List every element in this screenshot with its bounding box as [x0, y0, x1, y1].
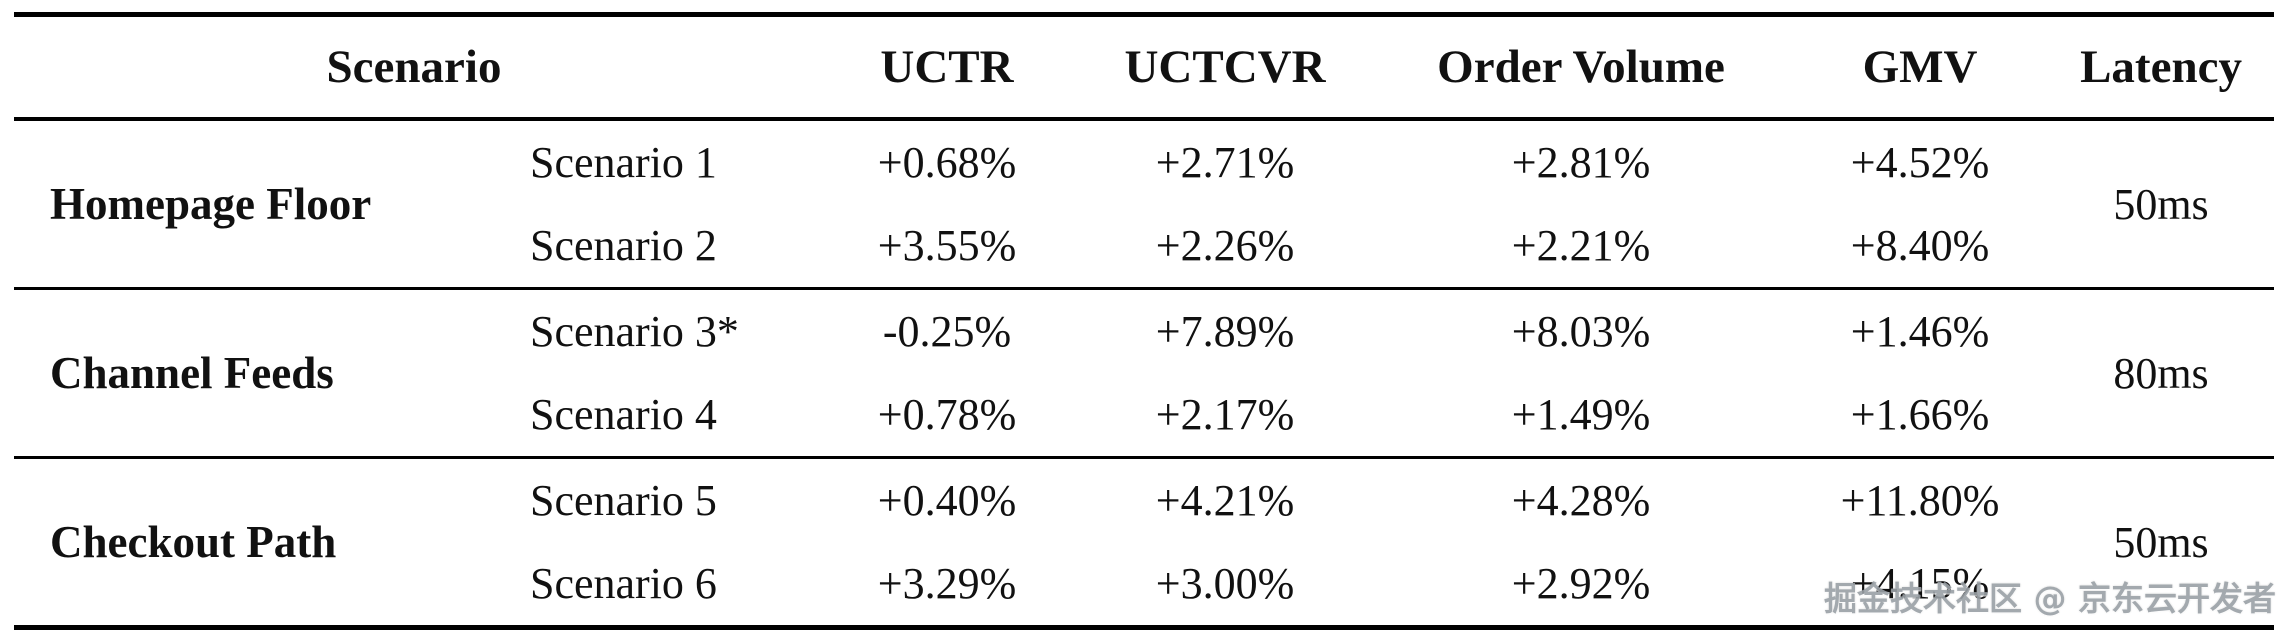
group-name-channel-feeds: Channel Feeds: [50, 348, 334, 398]
gmv-value: +1.46%: [1850, 307, 1990, 356]
scenario-label: Scenario 4: [530, 390, 717, 439]
group-name-homepage-floor: Homepage Floor: [50, 179, 372, 229]
table-row: Checkout Path Scenario 5 +0.40% +4.21% +…: [14, 457, 2275, 567]
uctcvr-value: +4.21%: [1155, 476, 1295, 525]
order-volume-value: +8.03%: [1511, 307, 1651, 356]
uctcvr-value: +2.17%: [1155, 390, 1295, 439]
watermark: 掘金技术社区 @ 京东云开发者: [1824, 579, 2276, 618]
latency-value: 50ms: [2113, 179, 2209, 229]
uctr-value: +3.29%: [877, 559, 1017, 608]
order-volume-value: +2.92%: [1511, 559, 1651, 608]
col-header-uctcvr: UCTCVR: [1124, 41, 1326, 93]
order-volume-value: +4.28%: [1511, 476, 1651, 525]
uctcvr-value: +7.89%: [1155, 307, 1295, 356]
col-header-gmv: GMV: [1862, 41, 1978, 93]
uctcvr-value: +2.71%: [1155, 138, 1295, 187]
uctr-value: +0.68%: [877, 138, 1017, 187]
uctcvr-value: +3.00%: [1155, 559, 1295, 608]
col-header-latency: Latency: [2080, 41, 2242, 93]
table-row: Homepage Floor Scenario 1 +0.68% +2.71% …: [14, 119, 2274, 229]
col-header-order-volume: Order Volume: [1437, 41, 1725, 93]
uctcvr-value: +2.26%: [1155, 221, 1295, 270]
gmv-value: +11.80%: [1840, 476, 2000, 525]
gmv-value: +1.66%: [1850, 390, 1990, 439]
uctr-value: +0.40%: [877, 476, 1017, 525]
uctr-value: +0.78%: [877, 390, 1017, 439]
gmv-value: +4.15%: [1850, 559, 1990, 608]
latency-value: 80ms: [2113, 348, 2209, 398]
table-row: Channel Feeds Scenario 3* -0.25% +7.89% …: [14, 288, 2275, 398]
results-table: Scenario UCTR UCTCVR Order Volume GMV La…: [14, 12, 2275, 630]
uctr-value: -0.25%: [882, 307, 1012, 356]
table-row: Scenario 6 +3.29% +3.00% +2.92% +4.15%: [14, 542, 2274, 628]
gmv-value: +4.52%: [1850, 138, 1990, 187]
scenario-label: Scenario 1: [530, 138, 717, 187]
col-header-uctr: UCTR: [880, 41, 1014, 93]
scenario-label: Scenario 6: [530, 559, 717, 608]
scenario-label: Scenario 2: [530, 221, 717, 270]
scenario-label: Scenario 3*: [530, 307, 739, 356]
order-volume-value: +2.81%: [1511, 138, 1651, 187]
uctr-value: +3.55%: [877, 221, 1017, 270]
group-name-checkout-path: Checkout Path: [50, 517, 337, 567]
table-row: Scenario 2 +3.55% +2.26% +2.21% +8.40%: [14, 204, 2274, 289]
col-header-scenario: Scenario: [326, 41, 502, 93]
latency-value: 50ms: [2113, 517, 2209, 567]
order-volume-value: +1.49%: [1511, 390, 1651, 439]
table-row: Scenario 4 +0.78% +2.17% +1.49% +1.66%: [14, 373, 2274, 458]
gmv-value: +8.40%: [1850, 221, 1990, 270]
header-row: Scenario UCTR UCTCVR Order Volume GMV La…: [14, 15, 2275, 119]
scenario-label: Scenario 5: [530, 476, 717, 525]
order-volume-value: +2.21%: [1511, 221, 1651, 270]
